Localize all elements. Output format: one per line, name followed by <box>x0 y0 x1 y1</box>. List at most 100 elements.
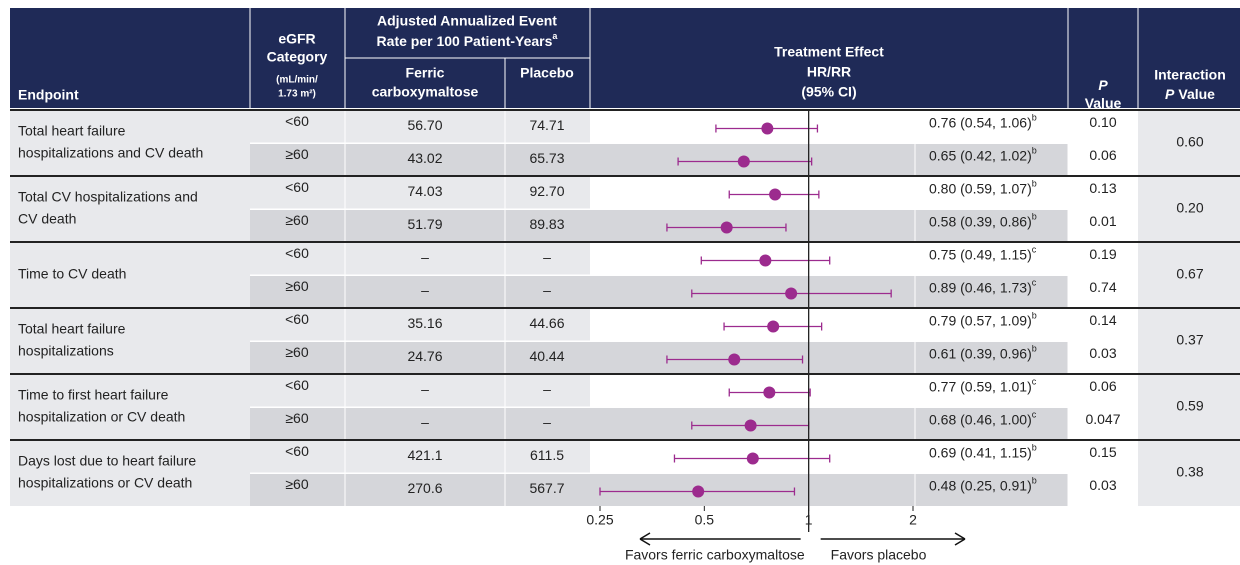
x-tick-label: 1 <box>805 512 813 528</box>
egfr: <60 <box>285 377 309 393</box>
point-estimate <box>759 254 772 267</box>
p-value: 0.06 <box>1089 378 1116 394</box>
point-estimate <box>720 221 733 234</box>
rate-placebo: 44.66 <box>529 315 564 331</box>
ci-label: 0.61 (0.39, 0.96) <box>929 345 1032 361</box>
row-bg <box>250 342 590 374</box>
ci-label: 0.89 (0.46, 1.73) <box>929 279 1032 295</box>
row-bg <box>590 177 1068 209</box>
row-bg <box>250 276 590 308</box>
interaction-cell <box>1138 308 1240 374</box>
rate-fcm: 270.6 <box>407 480 442 496</box>
ci-label: 0.76 (0.54, 1.06)b <box>929 113 1037 130</box>
rate-placebo: 611.5 <box>530 447 564 463</box>
row-bg <box>250 441 590 473</box>
rate-placebo: 40.44 <box>529 348 564 364</box>
header-text: Category <box>267 49 328 65</box>
interaction-p: 0.67 <box>1176 266 1203 282</box>
rate-placebo: 65.73 <box>529 150 564 166</box>
row-bg <box>590 276 1068 308</box>
rate-fcm: – <box>421 282 429 298</box>
p-value: 0.03 <box>1089 477 1116 493</box>
endpoint: CV death <box>18 211 76 227</box>
rate-fcm: 421.1 <box>407 447 442 463</box>
endpoint: hospitalizations and CV death <box>18 145 203 161</box>
header-text: Value <box>1178 86 1215 102</box>
ci-label: 0.80 (0.59, 1.07) <box>929 180 1032 196</box>
rate-fcm: 56.70 <box>407 117 442 133</box>
ci-label: 0.79 (0.57, 1.09) <box>929 312 1032 328</box>
footnote-mark: b <box>1032 443 1037 453</box>
ci-label: 0.58 (0.39, 0.86) <box>929 213 1032 229</box>
rate-placebo: 89.83 <box>529 216 564 232</box>
interaction-p: 0.37 <box>1176 332 1203 348</box>
header-text: Interaction <box>1154 67 1226 83</box>
point-estimate <box>728 353 741 366</box>
point-estimate <box>767 320 780 333</box>
ci-label: 0.61 (0.39, 0.96)b <box>929 344 1037 361</box>
rate-placebo: – <box>543 381 551 397</box>
endpoint: hospitalization or CV death <box>18 409 185 425</box>
p-value: 0.14 <box>1089 312 1116 328</box>
ci-label: 0.79 (0.57, 1.09)b <box>929 311 1037 328</box>
endpoint: Total heart failure <box>18 321 126 337</box>
footnote-mark: b <box>1032 476 1037 486</box>
ci-label: 0.75 (0.49, 1.15)c <box>929 245 1037 262</box>
p-value: 0.06 <box>1089 147 1116 163</box>
header-text: carboxymaltose <box>372 84 479 100</box>
egfr: <60 <box>285 443 309 459</box>
header-text: (95% CI) <box>801 84 856 100</box>
rate-fcm: – <box>421 249 429 265</box>
endpoint-cell <box>10 110 250 176</box>
header-text: P <box>1165 86 1175 102</box>
rate-fcm: 74.03 <box>407 183 442 199</box>
favors-right: Favors placebo <box>831 547 927 563</box>
point-estimate <box>746 452 759 465</box>
rate-fcm: 24.76 <box>407 348 442 364</box>
rate-placebo: – <box>543 414 551 430</box>
footnote-mark: b <box>1032 344 1037 354</box>
ci-label: 0.75 (0.49, 1.15) <box>929 246 1032 262</box>
footnote-mark: b <box>1032 179 1037 189</box>
ci-label: 0.76 (0.54, 1.06) <box>929 114 1032 130</box>
ci-label: 0.58 (0.39, 0.86)b <box>929 212 1037 229</box>
x-tick-label: 0.25 <box>586 512 613 528</box>
ci-label: 0.68 (0.46, 1.00)c <box>929 410 1037 427</box>
header-text: Adjusted Annualized Event <box>377 13 557 29</box>
header-text: Treatment Effect <box>774 44 884 60</box>
arrowhead <box>954 532 966 546</box>
ci-label: 0.80 (0.59, 1.07)b <box>929 179 1037 196</box>
footnote-mark: b <box>1032 146 1037 156</box>
ci-label: 0.65 (0.42, 1.02) <box>929 147 1032 163</box>
row-bg <box>250 309 590 341</box>
rate-placebo: 74.71 <box>529 117 564 133</box>
endpoint: Time to first heart failure <box>18 387 169 403</box>
header-text: HR/RR <box>807 64 851 80</box>
interaction-cell <box>1138 440 1240 506</box>
rate-fcm: 35.16 <box>407 315 442 331</box>
p-value: 0.047 <box>1085 411 1120 427</box>
header-text: P Value <box>1165 86 1215 102</box>
row-bg <box>590 408 1068 440</box>
point-estimate <box>737 155 750 168</box>
endpoint-cell <box>10 440 250 506</box>
row-bg <box>590 309 1068 341</box>
point-estimate <box>761 122 774 135</box>
rate-fcm: – <box>421 381 429 397</box>
header-text: Rate per 100 Patient-Yearsa <box>377 31 559 48</box>
header-text: P Value <box>1085 77 1122 111</box>
rate-fcm: – <box>421 414 429 430</box>
row-bg <box>590 474 1068 506</box>
ci-label: 0.77 (0.59, 1.01)c <box>929 377 1037 394</box>
header-text: Value <box>1085 95 1122 111</box>
egfr: ≥60 <box>285 146 308 162</box>
row-bg <box>590 375 1068 407</box>
row-bg <box>590 243 1068 275</box>
header-text: Placebo <box>520 65 574 81</box>
interaction-p: 0.38 <box>1176 464 1203 480</box>
interaction-cell <box>1138 374 1240 440</box>
endpoint: Days lost due to heart failure <box>18 453 196 469</box>
point-estimate <box>763 386 776 399</box>
point-estimate <box>692 485 705 498</box>
